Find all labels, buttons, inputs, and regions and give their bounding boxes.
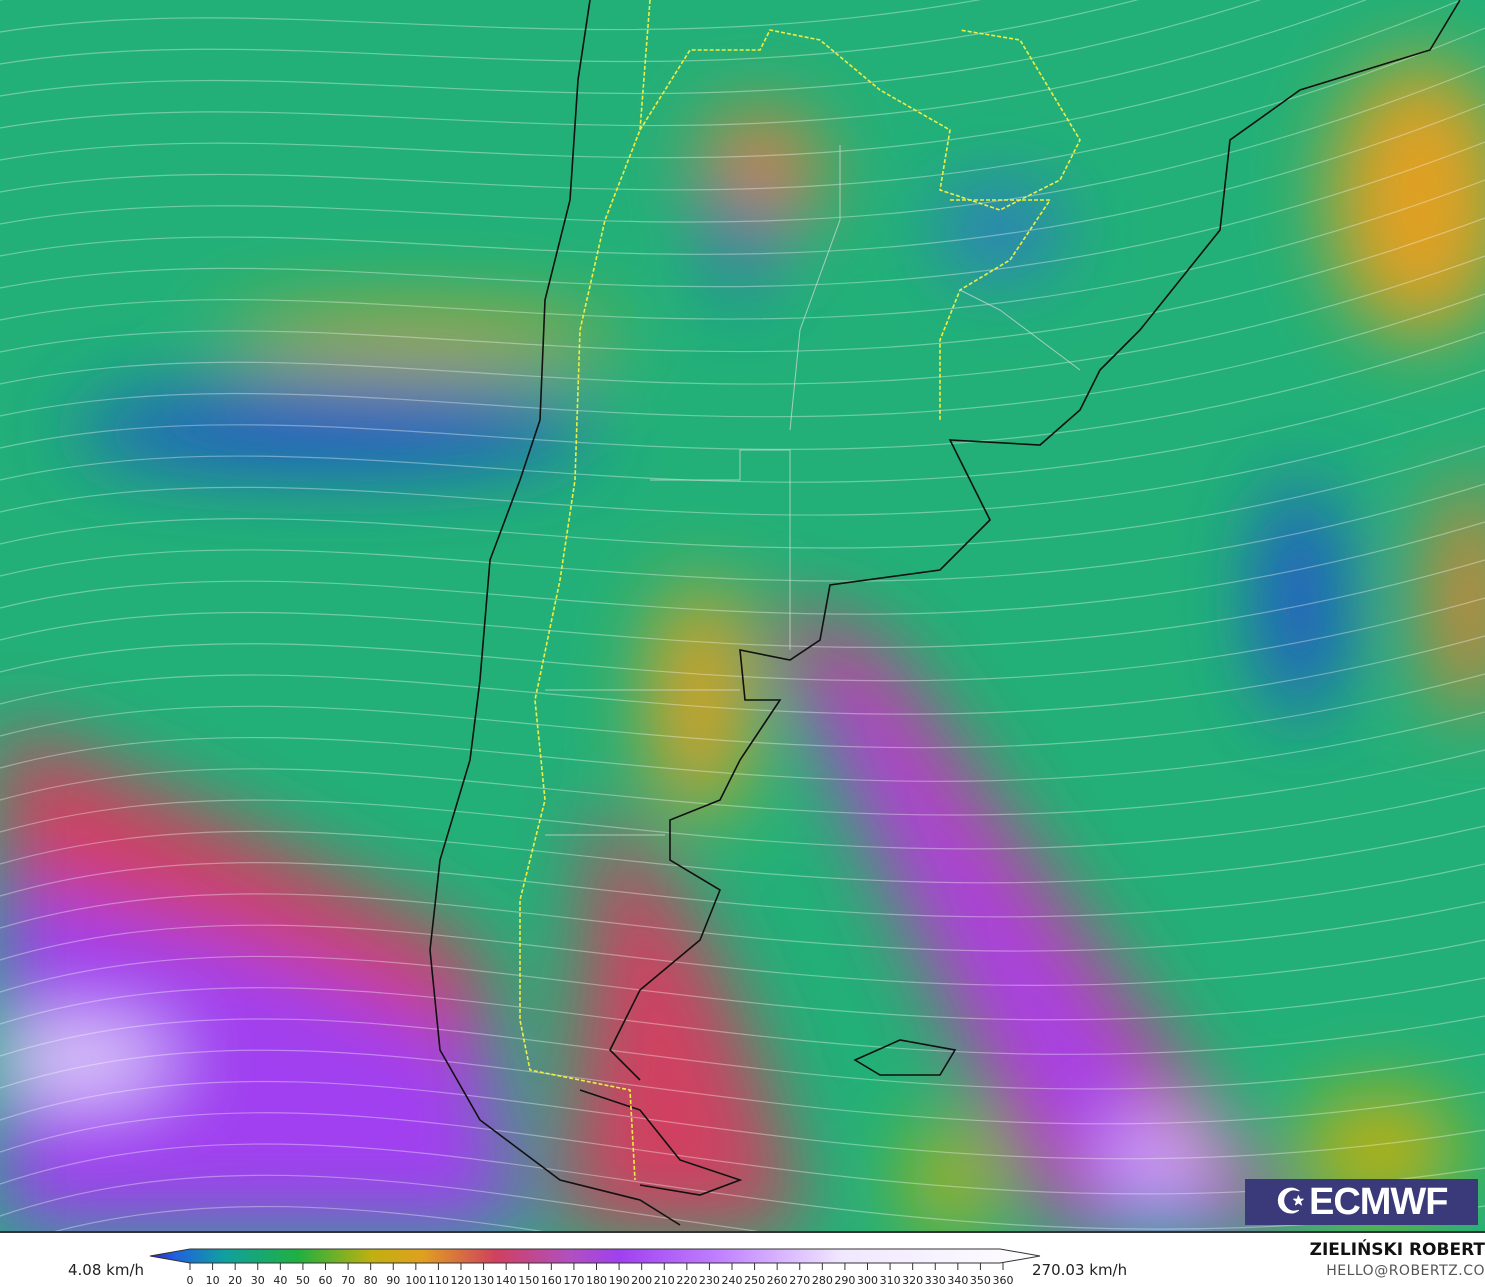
colorbar-tick-label: 80	[364, 1274, 378, 1287]
streamline	[0, 635, 1485, 715]
colorbar-tick-label: 100	[405, 1274, 426, 1287]
colorbar-tick-label: 50	[296, 1274, 310, 1287]
streamline	[0, 27, 1485, 193]
streamline	[0, 787, 1485, 850]
colorbar-tick-label: 190	[609, 1274, 630, 1287]
streamline	[0, 103, 1485, 257]
streamline	[0, 0, 1463, 161]
colorbar-tick-label: 350	[970, 1274, 991, 1287]
colorbar-tick-label: 320	[902, 1274, 923, 1287]
streamline	[0, 293, 1485, 418]
author-email: HELLO@ROBERTZ.CO	[1326, 1263, 1485, 1279]
colorbar-tick-label: 180	[586, 1274, 607, 1287]
colorbar-tick-label: 210	[654, 1274, 675, 1287]
ecmwf-symbol-icon: ☪	[1275, 1183, 1306, 1221]
streamline	[0, 597, 1485, 682]
colorbar-tick-label: 240	[722, 1274, 743, 1287]
colorbar-tick-label: 70	[341, 1274, 355, 1287]
colorbar-tick-label: 150	[518, 1274, 539, 1287]
streamlines	[0, 0, 1485, 1231]
colorbar-tick-label: 250	[744, 1274, 765, 1287]
logo-text: ECMWF	[1308, 1180, 1449, 1223]
ecmwf-logo: ☪ ECMWF	[1245, 1179, 1478, 1225]
colorbar-tick-label: 140	[496, 1274, 517, 1287]
streamline	[0, 255, 1485, 385]
streamline	[0, 0, 1367, 129]
colorbar-tick-label: 260	[767, 1274, 788, 1287]
min-value-label: 4.08 km/h	[68, 1261, 145, 1279]
streamline	[0, 893, 1485, 952]
streamline	[0, 1018, 1485, 1090]
colorbar-tick-label: 170	[563, 1274, 584, 1287]
streamline	[0, 445, 1485, 549]
colorbar-tick-label: 40	[273, 1274, 287, 1287]
streamline	[0, 0, 1139, 65]
streamline	[0, 521, 1485, 615]
streamline	[0, 0, 1261, 97]
colorbar-tick-label: 0	[187, 1274, 194, 1287]
streamline	[0, 407, 1485, 516]
streamline	[0, 179, 1485, 321]
wind-speed-field	[0, 60, 1485, 1231]
colorbar-tick-label: 20	[228, 1274, 242, 1287]
wind-speed-map	[0, 0, 1485, 1233]
colorbar-tick-label: 270	[789, 1274, 810, 1287]
colorbar: 0 10 20 30 40 50 60 70 80 90 100 110 120 130 140 150 160…	[149, 1248, 1041, 1287]
colorbar-tick-label: 60	[319, 1274, 333, 1287]
colorbar-tick-label: 120	[451, 1274, 472, 1287]
author-credit: ZIELIŃSKI ROBERT	[1309, 1240, 1485, 1260]
colorbar-tick-label: 300	[857, 1274, 878, 1287]
streamline	[0, 1049, 1485, 1125]
colorbar-tick-label: 330	[925, 1274, 946, 1287]
colorbar-tick-label: 220	[676, 1274, 697, 1287]
colorbar-tick-label: 30	[251, 1274, 265, 1287]
streamline	[0, 862, 1485, 918]
streamline	[0, 483, 1485, 582]
provincial-borders	[545, 145, 1081, 836]
streamline	[0, 1112, 1485, 1195]
streamline	[0, 65, 1485, 225]
streamline	[0, 0, 982, 33]
colorbar-tick-label: 290	[834, 1274, 855, 1287]
streamline	[54, 1205, 544, 1231]
colorbar-tick-label: 230	[699, 1274, 720, 1287]
national-borders	[519, 0, 1081, 1181]
streamline	[0, 1143, 1485, 1230]
colorbar-tick-label: 360	[993, 1274, 1014, 1287]
max-value-label: 270.03 km/h	[1032, 1261, 1128, 1279]
streamline	[0, 1080, 1485, 1160]
streamline	[0, 955, 1485, 1021]
streamline	[0, 711, 1485, 782]
streamline	[0, 217, 1485, 353]
colorbar-tick-label: 340	[947, 1274, 968, 1287]
streamline	[0, 673, 1485, 749]
colorbar-tick-label: 110	[428, 1274, 449, 1287]
streamline	[0, 987, 1485, 1055]
streamline	[0, 924, 1485, 986]
streamline	[0, 141, 1485, 289]
colorbar-tick-label: 310	[880, 1274, 901, 1287]
streamline	[0, 369, 1485, 483]
streamline	[0, 1174, 760, 1231]
colorbar-tick-label: 10	[206, 1274, 220, 1287]
streamline	[0, 749, 1485, 816]
coastline	[429, 0, 1461, 1226]
streamline	[0, 825, 1485, 884]
streamline	[0, 331, 1485, 451]
colorbar-tick-label: 160	[541, 1274, 562, 1287]
colorbar-tick-label: 130	[473, 1274, 494, 1287]
colorbar-tick-label: 90	[386, 1274, 400, 1287]
colorbar-tick-label: 280	[812, 1274, 833, 1287]
colorbar-tick-label: 200	[631, 1274, 652, 1287]
streamline	[0, 559, 1485, 648]
